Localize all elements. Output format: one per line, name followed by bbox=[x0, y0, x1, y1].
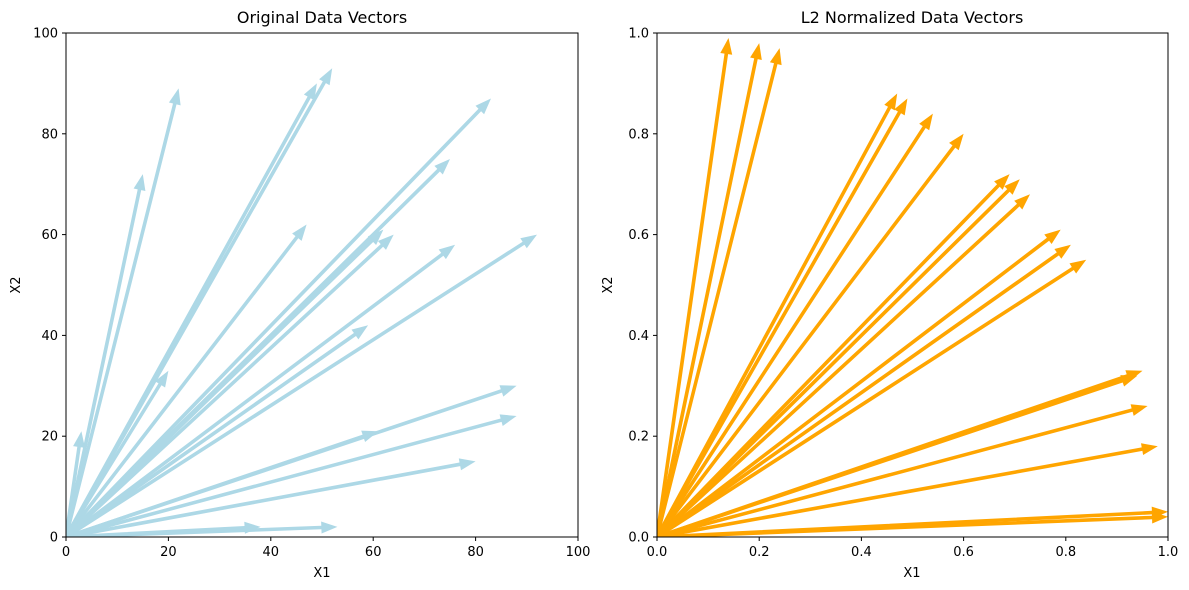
x-tick-label: 60 bbox=[365, 545, 382, 560]
x-axis-label: X1 bbox=[313, 566, 330, 581]
y-tick-label: 40 bbox=[41, 329, 58, 344]
normalized-vectors-panel: L2 Normalized Data Vectors 0.0 0.2 0.4 0.6 0… bbox=[601, 8, 1178, 581]
chart-title: L2 Normalized Data Vectors bbox=[801, 8, 1024, 27]
x-tick-label: 20 bbox=[160, 545, 177, 560]
vector-arrow bbox=[66, 88, 181, 537]
vector-arrow bbox=[66, 458, 476, 537]
y-tick-label: 0.4 bbox=[628, 329, 649, 344]
vector-arrow bbox=[657, 38, 733, 537]
vector-arrow bbox=[66, 234, 394, 537]
vector-arrow bbox=[657, 229, 1061, 537]
y-tick-label: 1.0 bbox=[628, 27, 649, 42]
y-tick-label: 0 bbox=[50, 531, 58, 546]
vector-arrow bbox=[66, 385, 517, 537]
vector-arrow bbox=[66, 244, 456, 537]
vector-arrow bbox=[657, 93, 898, 537]
x-ticks: 0 20 40 60 80 100 bbox=[62, 537, 591, 560]
vector-arrow bbox=[657, 375, 1138, 537]
vector-arrow bbox=[657, 43, 762, 537]
vector-arrow bbox=[66, 98, 491, 537]
y-tick-label: 0.8 bbox=[628, 127, 649, 142]
x-tick-label: 0 bbox=[62, 545, 70, 560]
x-tick-label: 0.6 bbox=[953, 545, 974, 560]
y-tick-label: 60 bbox=[41, 228, 58, 243]
y-tick-label: 0.0 bbox=[628, 531, 649, 546]
vector-arrow bbox=[657, 506, 1168, 537]
x-tick-label: 1.0 bbox=[1158, 545, 1179, 560]
x-tick-label: 40 bbox=[263, 545, 280, 560]
vector-arrow bbox=[657, 404, 1148, 537]
vector-arrow bbox=[657, 48, 782, 537]
vector-arrow bbox=[66, 174, 146, 537]
vector-arrow bbox=[657, 194, 1030, 537]
x-tick-label: 0.4 bbox=[851, 545, 872, 560]
x-tick-label: 0.8 bbox=[1055, 545, 1076, 560]
original-vectors-panel: Original Data Vectors 0 20 40 60 80 100 0 20 40… bbox=[9, 8, 590, 581]
vector-arrow bbox=[657, 511, 1168, 537]
vector-arrow bbox=[66, 521, 338, 537]
vector-arrow bbox=[657, 133, 964, 537]
vector-arrow bbox=[66, 229, 384, 537]
vector-arrow bbox=[657, 113, 933, 537]
x-tick-label: 80 bbox=[467, 545, 484, 560]
y-tick-label: 20 bbox=[41, 430, 58, 445]
axes-frame bbox=[656, 32, 1169, 538]
vector-arrow bbox=[66, 234, 537, 537]
vector-arrow bbox=[66, 325, 369, 537]
vector-arrow bbox=[657, 443, 1158, 537]
y-axis-label: X2 bbox=[601, 276, 616, 293]
y-ticks: 0.0 0.2 0.4 0.6 0.8 1.0 bbox=[628, 27, 657, 546]
y-tick-label: 80 bbox=[41, 127, 58, 142]
x-axis-label: X1 bbox=[903, 566, 920, 581]
x-tick-label: 0.0 bbox=[647, 545, 668, 560]
x-tick-label: 100 bbox=[566, 545, 591, 560]
y-axis-label: X2 bbox=[9, 276, 24, 293]
axes-frame bbox=[65, 32, 579, 538]
vector-arrow bbox=[657, 174, 1010, 537]
vector-arrow bbox=[66, 370, 169, 537]
vector-arrow bbox=[657, 98, 908, 537]
vectors-layer bbox=[66, 68, 537, 537]
vector-arrow bbox=[66, 414, 517, 537]
chart-title: Original Data Vectors bbox=[237, 8, 407, 27]
vector-arrow bbox=[66, 521, 261, 537]
y-tick-label: 0.6 bbox=[628, 228, 649, 243]
y-tick-label: 0.2 bbox=[628, 430, 649, 445]
vector-arrow bbox=[657, 179, 1020, 537]
x-tick-label: 0.2 bbox=[749, 545, 770, 560]
vector-arrow bbox=[657, 244, 1071, 537]
vector-arrow bbox=[66, 224, 307, 537]
vectors-layer bbox=[657, 38, 1168, 537]
x-ticks: 0.0 0.2 0.4 0.6 0.8 1.0 bbox=[647, 537, 1179, 560]
y-tick-label: 100 bbox=[33, 27, 58, 42]
y-ticks: 0 20 40 60 80 100 bbox=[33, 27, 66, 546]
vector-arrow bbox=[657, 259, 1087, 537]
vector-arrow bbox=[66, 68, 333, 537]
